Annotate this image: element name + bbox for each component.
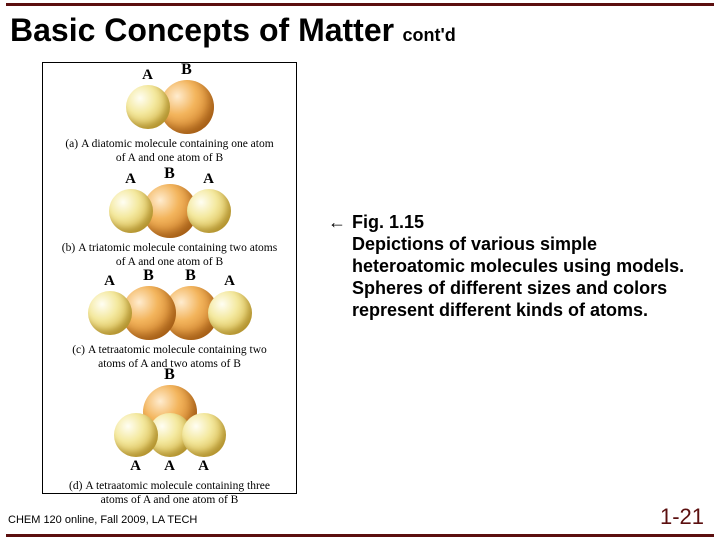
figure-ref: Fig. 1.15 [352,212,424,232]
top-rule [6,3,714,6]
caption-b: (b)A triatomic molecule containing two a… [43,241,296,270]
atom-a: A [109,189,153,233]
atom-a: A [187,189,231,233]
atom-a: A [182,413,226,457]
footer-course: CHEM 120 online, Fall 2009, LA TECH [8,514,197,526]
atom-a: A [114,413,158,457]
panel-d: B A A A (d)A tetraatomic molecule contai… [43,385,296,508]
molecule-b: A B A [43,185,296,237]
panel-c: A B B A (c)A tetraatomic molecule contai… [43,287,296,372]
atom-a: A [208,291,252,335]
figure-body: Depictions of various simple heteroatomi… [328,234,698,322]
arrow-left-icon: ← [328,212,352,234]
panel-b: A B A (b)A triatomic molecule containing… [43,185,296,270]
molecule-c: A B B A [43,287,296,339]
slide-title: Basic Concepts of Matter cont'd [10,12,456,49]
page-number: 1-21 [660,504,704,530]
figure-description: ←Fig. 1.15 Depictions of various simple … [328,212,698,322]
figure-frame: A B (a)A diatomic molecule containing on… [42,62,297,494]
atom-a: A [88,291,132,335]
caption-a: (a)A diatomic molecule containing one at… [43,137,296,166]
title-sub: cont'd [403,25,456,45]
caption-d: (d)A tetraatomic molecule containing thr… [43,479,296,508]
panel-a: A B (a)A diatomic molecule containing on… [43,81,296,166]
molecule-d: B A A A [43,385,296,457]
bottom-rule [6,534,714,537]
atom-a: A [126,85,170,129]
molecule-a: A B [43,81,296,133]
title-main: Basic Concepts of Matter [10,12,394,48]
